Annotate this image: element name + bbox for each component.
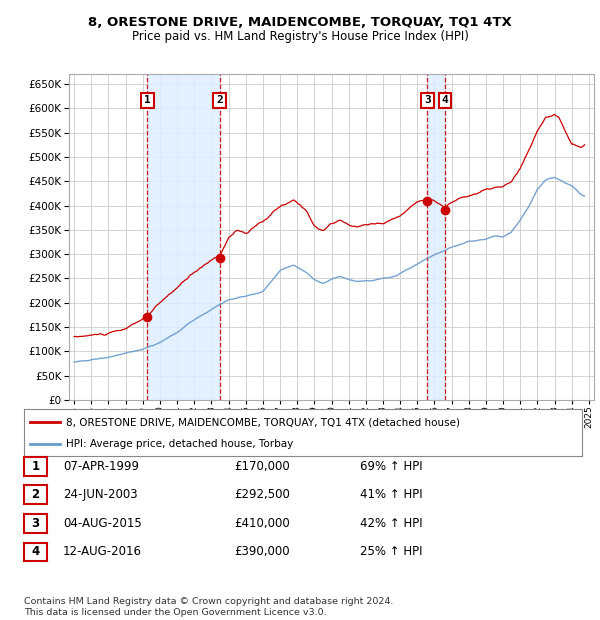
Text: 3: 3 [424,95,431,105]
Text: 3: 3 [31,517,40,529]
Text: £292,500: £292,500 [234,489,290,501]
Text: £390,000: £390,000 [234,546,290,558]
Text: 8, ORESTONE DRIVE, MAIDENCOMBE, TORQUAY, TQ1 4TX (detached house): 8, ORESTONE DRIVE, MAIDENCOMBE, TORQUAY,… [66,417,460,427]
Text: 04-AUG-2015: 04-AUG-2015 [63,517,142,529]
Text: 24-JUN-2003: 24-JUN-2003 [63,489,137,501]
Text: £170,000: £170,000 [234,460,290,472]
Text: Price paid vs. HM Land Registry's House Price Index (HPI): Price paid vs. HM Land Registry's House … [131,30,469,43]
Text: 1: 1 [144,95,151,105]
Text: 42% ↑ HPI: 42% ↑ HPI [360,517,422,529]
Text: 2: 2 [31,489,40,501]
Text: £410,000: £410,000 [234,517,290,529]
Text: 4: 4 [442,95,448,105]
Text: 12-AUG-2016: 12-AUG-2016 [63,546,142,558]
Text: 07-APR-1999: 07-APR-1999 [63,460,139,472]
Text: 1: 1 [31,460,40,472]
Text: 25% ↑ HPI: 25% ↑ HPI [360,546,422,558]
Text: HPI: Average price, detached house, Torbay: HPI: Average price, detached house, Torb… [66,439,293,449]
Text: 4: 4 [31,546,40,558]
Bar [427,74,445,400]
Text: 41% ↑ HPI: 41% ↑ HPI [360,489,422,501]
Text: 69% ↑ HPI: 69% ↑ HPI [360,460,422,472]
Text: 8, ORESTONE DRIVE, MAIDENCOMBE, TORQUAY, TQ1 4TX: 8, ORESTONE DRIVE, MAIDENCOMBE, TORQUAY,… [88,16,512,29]
Text: 2: 2 [216,95,223,105]
Text: Contains HM Land Registry data © Crown copyright and database right 2024.
This d: Contains HM Land Registry data © Crown c… [24,598,394,617]
Bar [148,74,220,400]
